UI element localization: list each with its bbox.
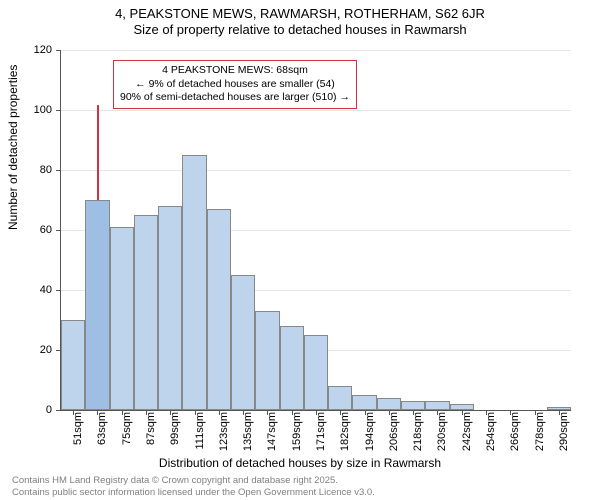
y-tick-labels: 020406080100120 [22, 50, 56, 410]
histogram-bar [61, 320, 85, 410]
histogram-bar [352, 395, 376, 410]
x-tick-label: 63sqm [96, 412, 108, 456]
histogram-bar [134, 215, 158, 410]
y-tick-mark [56, 110, 61, 111]
x-tick-label: 111sqm [194, 412, 206, 456]
gridline [61, 110, 571, 111]
annotation-line2: ← 9% of detached houses are smaller (54) [120, 78, 350, 92]
y-tick-label: 120 [22, 44, 52, 56]
y-tick-label: 100 [22, 104, 52, 116]
x-tick-label: 206sqm [388, 412, 400, 456]
histogram-bar [110, 227, 134, 410]
histogram-bar [377, 398, 401, 410]
gridline [61, 170, 571, 171]
plot-area: 4 PEAKSTONE MEWS: 68sqm← 9% of detached … [60, 50, 571, 411]
y-tick-label: 0 [22, 404, 52, 416]
y-axis-label: Number of detached properties [6, 65, 20, 230]
x-tick-label: 218sqm [412, 412, 424, 456]
histogram-bar [304, 335, 328, 410]
x-tick-label: 242sqm [461, 412, 473, 456]
x-tick-label: 278sqm [534, 412, 546, 456]
y-tick-label: 80 [22, 164, 52, 176]
x-tick-label: 135sqm [242, 412, 254, 456]
x-tick-label: 147sqm [266, 412, 278, 456]
chart-title-block: 4, PEAKSTONE MEWS, RAWMARSH, ROTHERHAM, … [0, 0, 600, 39]
y-tick-mark [56, 230, 61, 231]
y-tick-mark [56, 410, 61, 411]
y-tick-label: 60 [22, 224, 52, 236]
histogram-bar [85, 200, 109, 410]
y-tick-label: 20 [22, 344, 52, 356]
x-tick-label: 266sqm [509, 412, 521, 456]
x-axis-label: Distribution of detached houses by size … [0, 456, 600, 470]
x-tick-label: 99sqm [169, 412, 181, 456]
y-tick-label: 40 [22, 284, 52, 296]
x-tick-label: 123sqm [218, 412, 230, 456]
histogram-bar [280, 326, 304, 410]
y-tick-mark [56, 170, 61, 171]
footer-line1: Contains HM Land Registry data © Crown c… [12, 475, 375, 486]
footer-attribution: Contains HM Land Registry data © Crown c… [12, 475, 375, 498]
x-tick-label: 230sqm [436, 412, 448, 456]
x-tick-label: 290sqm [558, 412, 570, 456]
x-tick-label: 182sqm [339, 412, 351, 456]
footer-line2: Contains public sector information licen… [12, 487, 375, 498]
histogram-bar [425, 401, 449, 410]
y-tick-mark [56, 50, 61, 51]
histogram-bar [255, 311, 279, 410]
histogram-bar [158, 206, 182, 410]
x-tick-label: 51sqm [72, 412, 84, 456]
annotation-connector [97, 105, 99, 200]
y-tick-mark [56, 290, 61, 291]
chart-title-line1: 4, PEAKSTONE MEWS, RAWMARSH, ROTHERHAM, … [0, 6, 600, 22]
x-tick-label: 159sqm [291, 412, 303, 456]
histogram-bar [328, 386, 352, 410]
x-tick-label: 254sqm [485, 412, 497, 456]
chart-title-line2: Size of property relative to detached ho… [0, 22, 600, 38]
gridline [61, 50, 571, 51]
x-tick-label: 171sqm [315, 412, 327, 456]
x-tick-label: 87sqm [145, 412, 157, 456]
annotation-line1: 4 PEAKSTONE MEWS: 68sqm [120, 64, 350, 78]
histogram-bar [231, 275, 255, 410]
x-tick-label: 75sqm [121, 412, 133, 456]
annotation-line3: 90% of semi-detached houses are larger (… [120, 91, 350, 105]
histogram-bar [207, 209, 231, 410]
annotation-box: 4 PEAKSTONE MEWS: 68sqm← 9% of detached … [113, 60, 357, 109]
x-tick-labels: 51sqm 63sqm 75sqm 87sqm 99sqm 111sqm 123sqm 135… [60, 412, 570, 462]
histogram-bar [401, 401, 425, 410]
x-tick-label: 194sqm [364, 412, 376, 456]
histogram-bar [182, 155, 206, 410]
